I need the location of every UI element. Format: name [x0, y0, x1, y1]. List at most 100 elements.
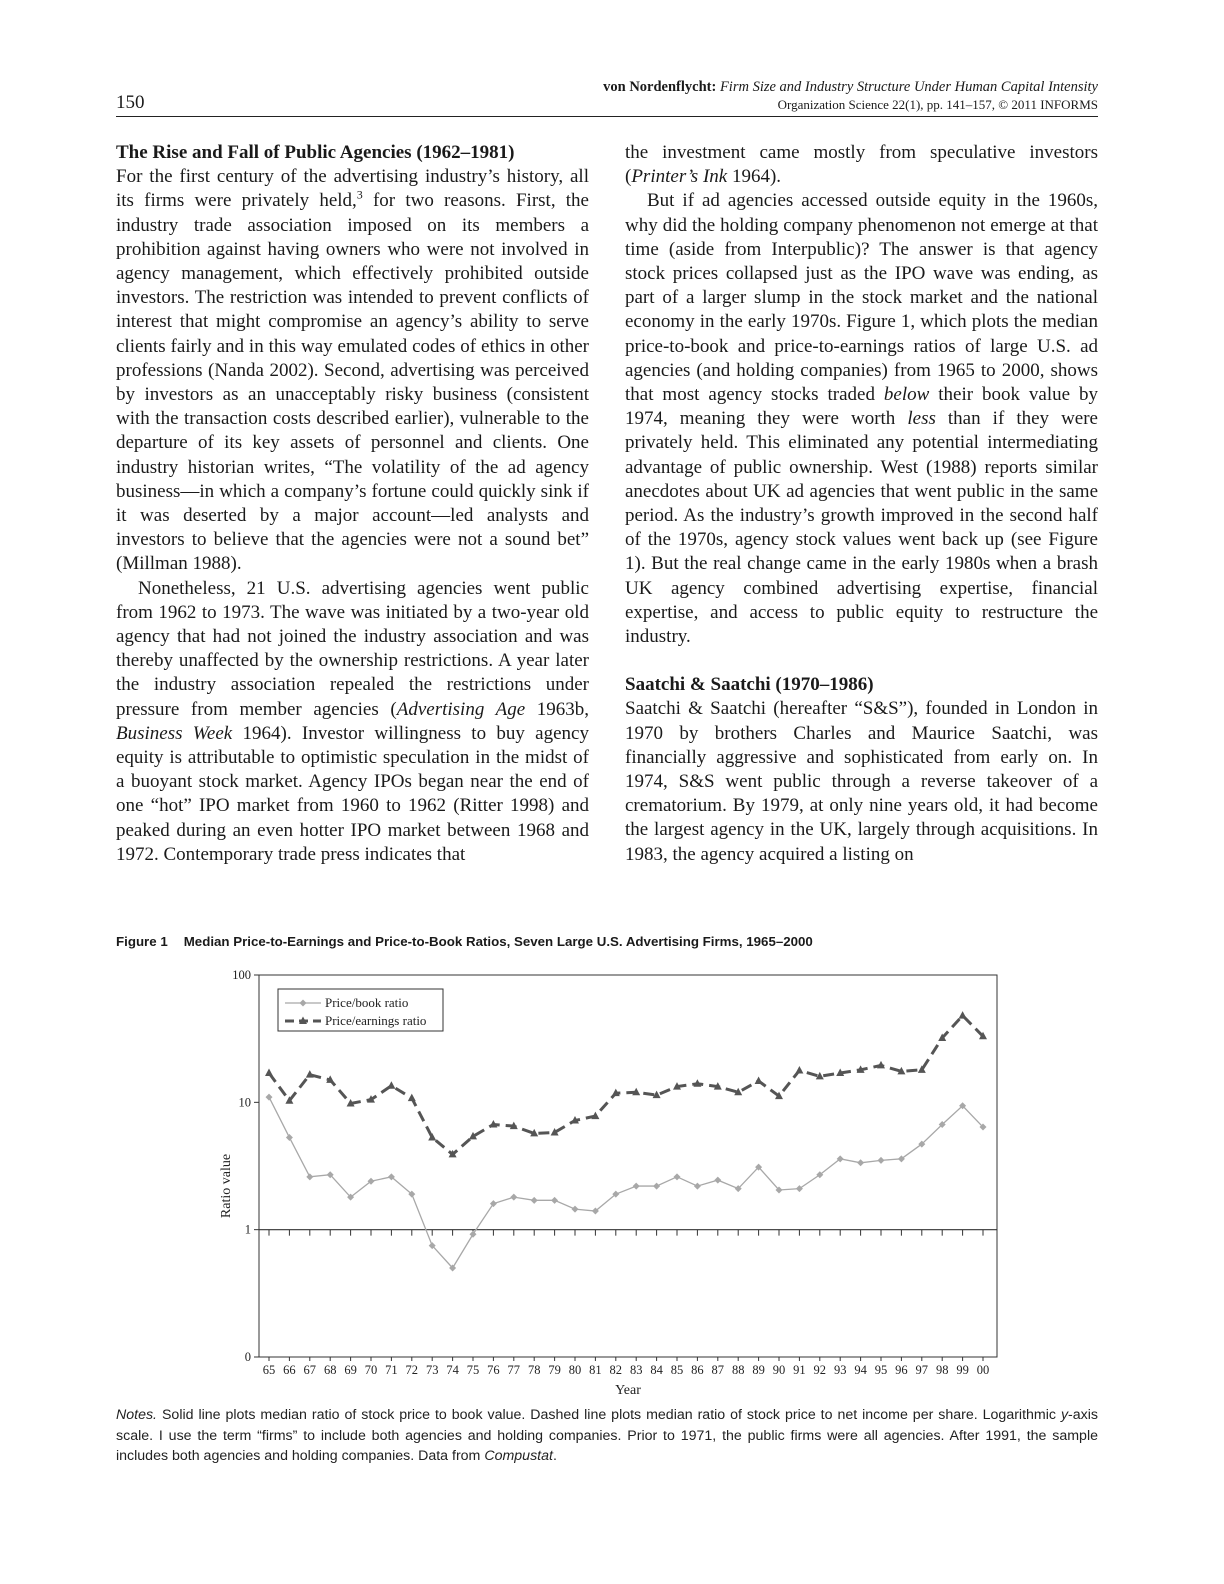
left-column: The Rise and Fall of Public Agencies (19… [116, 141, 589, 867]
price-earnings-point [917, 1065, 926, 1073]
price-earnings-point [530, 1128, 539, 1137]
price-earnings-point [591, 1111, 600, 1120]
price-book-point [816, 1171, 824, 1179]
price-earnings-point [795, 1065, 804, 1074]
price-book-point [979, 1123, 987, 1131]
x-tick-label: 94 [854, 1363, 867, 1377]
x-tick-label: 89 [752, 1363, 765, 1377]
figure-caption: Figure 1 Median Price-to-Earnings and Pri… [116, 934, 1106, 949]
x-tick-label: 65 [263, 1363, 276, 1377]
header-citation: Organization Science 22(1), pp. 141–157,… [777, 97, 1098, 112]
footnote-ref[interactable]: 3 [356, 188, 363, 203]
right-column: the investment came mostly from speculat… [625, 141, 1098, 867]
x-tick-label: 70 [365, 1363, 378, 1377]
x-tick-label: 80 [569, 1363, 582, 1377]
price-earnings-point [550, 1127, 559, 1136]
price-earnings-point [673, 1082, 681, 1090]
y-tick-label: 100 [232, 968, 251, 982]
x-tick-label: 73 [426, 1363, 439, 1377]
price-book-point [836, 1155, 844, 1163]
price-earnings-point [387, 1081, 396, 1089]
x-tick-label: 96 [895, 1363, 908, 1377]
price-book-point [469, 1230, 477, 1238]
price-earnings-point [509, 1121, 518, 1130]
x-tick-label: 00 [977, 1363, 990, 1377]
price-book-point [693, 1182, 701, 1190]
price-earnings-point [346, 1098, 355, 1107]
y-tick-label: 10 [239, 1095, 252, 1109]
price-book-point [857, 1159, 865, 1167]
running-header: von Nordenflycht: Firm Size and Industry… [603, 78, 1098, 113]
price-book-point [510, 1193, 518, 1201]
price-book-point [714, 1176, 722, 1184]
header-author: von Nordenflycht: [603, 79, 717, 95]
price-earnings-point [305, 1070, 314, 1078]
price-earnings-point [979, 1031, 987, 1040]
paragraph: But if ad agencies accessed outside equi… [625, 190, 1099, 648]
price-book-point [367, 1177, 375, 1185]
paragraph: Saatchi & Saatchi (hereafter “S&S”), fou… [625, 698, 1098, 865]
price-earnings-point [754, 1076, 763, 1085]
price-book-point [653, 1182, 661, 1190]
price-earnings-point [897, 1066, 906, 1075]
x-tick-label: 81 [589, 1363, 602, 1377]
section-title-saatchi: Saatchi & Saatchi (1970–1986) [625, 674, 874, 696]
header-article-line: von Nordenflycht: Firm Size and Industry… [603, 78, 1098, 96]
price-book-point [959, 1102, 967, 1110]
price-book-point [795, 1185, 803, 1193]
price-book-point [449, 1264, 457, 1272]
header-title: Firm Size and Industry Structure Under H… [719, 79, 1098, 95]
paragraph: Nonetheless, 21 U.S. advertising agencie… [116, 577, 590, 865]
section-title-public-agencies: The Rise and Fall of Public Agencies (19… [116, 142, 515, 163]
price-book-point [591, 1207, 599, 1215]
price-book-point [265, 1093, 273, 1101]
x-tick-label: 69 [344, 1363, 357, 1377]
x-tick-label: 84 [650, 1363, 663, 1377]
price-earnings-point [938, 1033, 947, 1042]
x-tick-label: 74 [446, 1363, 459, 1377]
x-tick-label: 79 [548, 1363, 561, 1377]
price-book-point [428, 1242, 436, 1250]
x-tick-label: 88 [732, 1363, 745, 1377]
chart-legend: Price/book ratio Price/earnings ratio [277, 988, 444, 1032]
x-tick-label: 71 [385, 1363, 398, 1377]
price-book-point [489, 1200, 497, 1208]
x-tick-label: 68 [324, 1363, 337, 1377]
x-tick-label: 75 [467, 1363, 480, 1377]
x-tick-label: 86 [691, 1363, 704, 1377]
price-earnings-point [693, 1079, 702, 1087]
x-axis-label: Year [615, 1383, 641, 1398]
page-number: 150 [116, 92, 145, 113]
price-earnings-point [815, 1071, 824, 1080]
x-tick-label: 67 [304, 1363, 317, 1377]
price-book-point [755, 1163, 763, 1171]
price-book-point [775, 1186, 783, 1194]
x-tick-label: 77 [508, 1363, 521, 1377]
price-earnings-point [856, 1065, 865, 1073]
price-earnings-line [267, 1013, 985, 1157]
price-earnings-point [652, 1090, 661, 1099]
price-earnings-point [958, 1011, 967, 1019]
price-earnings-point [265, 1068, 273, 1076]
x-tick-label: 90 [773, 1363, 786, 1377]
price-earnings-point [713, 1082, 722, 1090]
price-book-point [387, 1173, 395, 1181]
price-earnings-point [877, 1060, 885, 1069]
plot-frame [258, 974, 998, 1358]
paragraph: the investment came mostly from speculat… [625, 142, 1098, 188]
x-tick-label: 66 [283, 1363, 296, 1377]
header-rule [116, 116, 1098, 117]
price-earnings-point [611, 1088, 620, 1097]
price-book-point [551, 1196, 559, 1204]
price-book-point [897, 1155, 905, 1163]
price-book-point [347, 1193, 355, 1201]
price-book-point [877, 1156, 885, 1164]
x-tick-label: 97 [916, 1363, 929, 1377]
price-book-point [632, 1182, 640, 1190]
price-earnings-point [326, 1075, 335, 1083]
legend-marker [299, 999, 307, 1007]
x-tick-label: 83 [630, 1363, 643, 1377]
price-book-point [530, 1196, 538, 1204]
price-earnings-point [632, 1087, 641, 1096]
price-earnings-point [775, 1091, 783, 1100]
